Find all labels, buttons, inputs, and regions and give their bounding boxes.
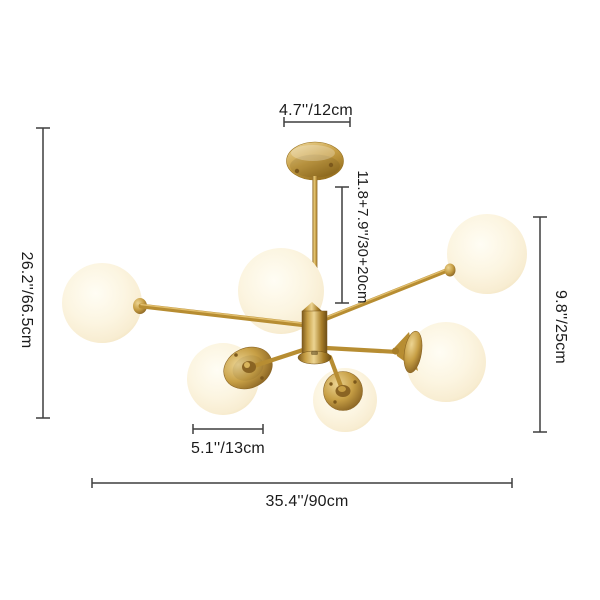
disc-screw: [333, 400, 337, 404]
canopy-screw: [328, 162, 334, 168]
right-arm: [323, 345, 401, 355]
disc-screw: [329, 382, 333, 386]
down-rod: [312, 176, 318, 312]
overall-width-label: 35.4''/90cm: [265, 493, 349, 510]
lower-left-arm: [242, 347, 306, 373]
central-hub: [297, 302, 332, 365]
dimension-lines: [36, 117, 547, 488]
left-arm: [133, 298, 308, 328]
ceiling-canopy: [286, 141, 344, 181]
upper-right-arm: [317, 263, 456, 324]
canopy-screw: [294, 168, 300, 174]
saucer-screw: [234, 353, 238, 357]
overall-height-label: 26.2''/66.5cm: [18, 251, 35, 349]
globe-right: [406, 322, 486, 402]
right-drop-label: 9.8''/25cm: [552, 290, 569, 364]
upper-right-arm-socket: [444, 263, 456, 277]
right-cup-knob: [391, 347, 400, 355]
globe-left: [62, 263, 142, 343]
stem-length-label: 11.8+7.9''/30+20cm: [354, 170, 371, 304]
globe-upper-right: [447, 214, 527, 294]
canopy-width-dim-line: [283, 117, 351, 127]
canopy-width-label: 4.7''/12cm: [279, 102, 353, 119]
saucer-screw: [260, 376, 264, 380]
right-cup-holder: [391, 330, 423, 374]
stem-length-dim-line: [335, 186, 349, 304]
right-drop-dim-line: [533, 216, 547, 433]
globe-diameter-label: 5.1''/13cm: [191, 440, 265, 457]
bottom-middle-arm: [327, 354, 351, 397]
globe-diameter-dim-line: [192, 424, 264, 434]
overall-height-dim-line: [36, 127, 50, 419]
disc-screw: [353, 380, 357, 384]
overall-width-dim-line: [91, 478, 513, 488]
